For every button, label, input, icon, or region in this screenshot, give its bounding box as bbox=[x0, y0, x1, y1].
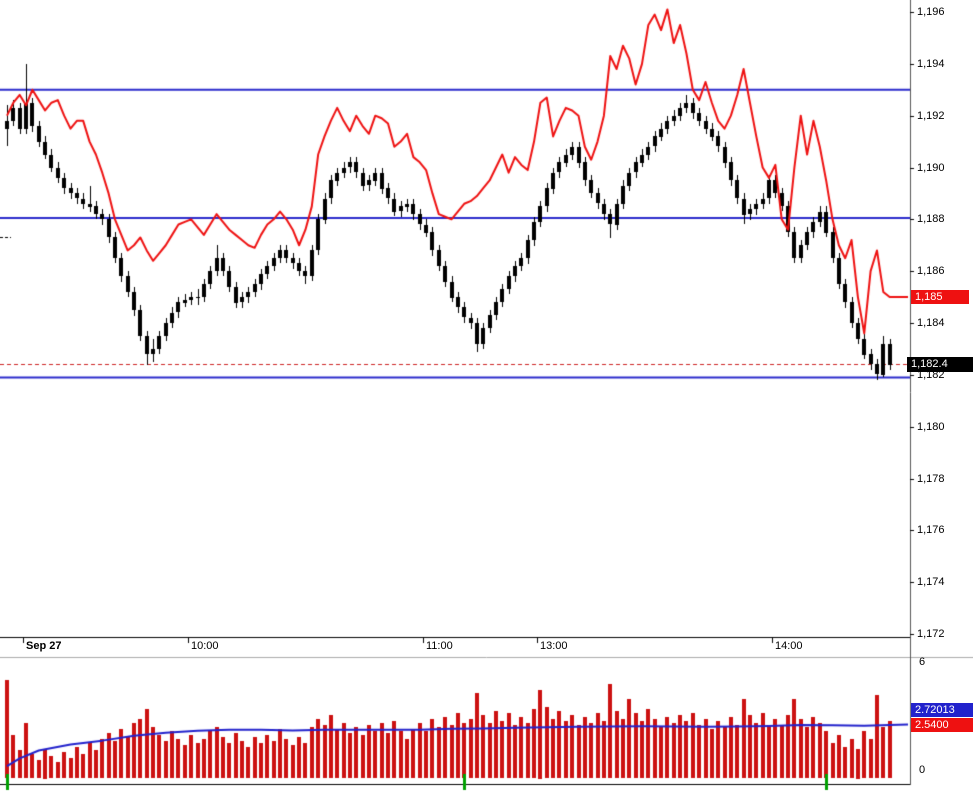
last-price-badge: 1,182.4 bbox=[907, 357, 973, 372]
volume-value-badge: 2.5400 bbox=[911, 718, 973, 732]
volume-average-badge: 2.72013 bbox=[911, 703, 973, 717]
red-series-last-price-badge: 1,185 bbox=[911, 290, 969, 304]
